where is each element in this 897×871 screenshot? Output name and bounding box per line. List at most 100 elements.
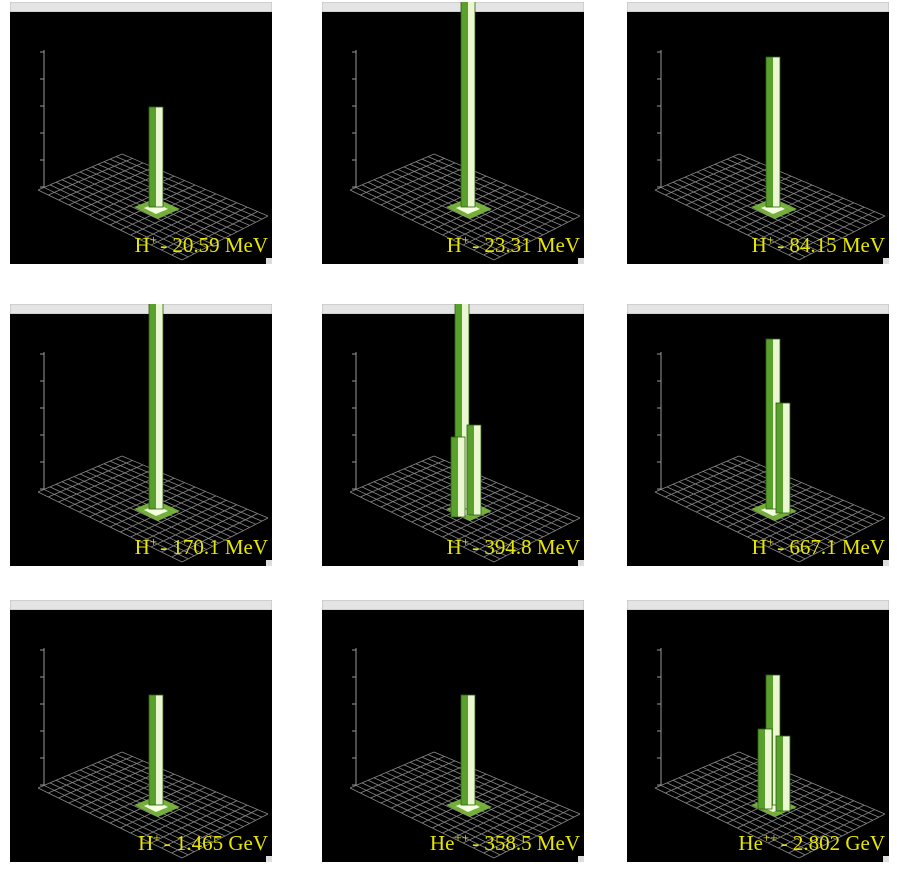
floor-line bbox=[462, 504, 549, 548]
floor-line bbox=[483, 513, 570, 558]
panel-label: H+ - 394.8 MeV bbox=[447, 534, 580, 559]
panel: H+ - 394.8 MeV bbox=[322, 304, 584, 566]
resize-grip bbox=[883, 856, 889, 862]
floor-line bbox=[403, 764, 550, 831]
bar-face bbox=[474, 425, 481, 515]
bar-face bbox=[461, 695, 468, 805]
bar-face bbox=[776, 403, 783, 513]
floor-line bbox=[798, 517, 886, 563]
floor-line bbox=[171, 809, 258, 854]
bar-face bbox=[149, 107, 156, 207]
bar-face bbox=[156, 107, 163, 207]
window-titlebar bbox=[322, 600, 584, 611]
bar-face bbox=[766, 57, 773, 207]
floor-line bbox=[757, 499, 844, 543]
bar-edge bbox=[757, 728, 773, 810]
bar-face bbox=[451, 437, 458, 517]
floor-line bbox=[91, 166, 238, 233]
floor-line bbox=[130, 791, 217, 834]
bar-edge bbox=[765, 56, 781, 208]
floor-line bbox=[738, 455, 886, 519]
energy: - 84.15 MeV bbox=[777, 233, 885, 257]
floor-line bbox=[181, 215, 269, 261]
bar-face bbox=[776, 736, 783, 811]
panel-label: H+ - 667.1 MeV bbox=[752, 534, 885, 559]
floor-line bbox=[97, 761, 244, 827]
particle: He bbox=[738, 831, 763, 855]
panel: H+ - 1.465 GeV bbox=[10, 600, 272, 862]
floor-line bbox=[473, 508, 560, 553]
floor-line bbox=[140, 795, 227, 839]
panel-label: He++ - 358.5 MeV bbox=[430, 830, 580, 855]
floor-line bbox=[181, 813, 269, 859]
panel-label: H+ - 170.1 MeV bbox=[135, 534, 268, 559]
panel-label: H+ - 84.15 MeV bbox=[752, 232, 885, 257]
floor-line bbox=[442, 791, 529, 834]
bar-edge bbox=[775, 735, 791, 812]
bar-edge bbox=[775, 402, 791, 514]
charge: + bbox=[767, 232, 774, 247]
bar-edge bbox=[460, 694, 476, 806]
floor-line bbox=[150, 800, 237, 844]
floor-line bbox=[97, 465, 244, 531]
floor-line bbox=[433, 153, 581, 217]
floor-line bbox=[757, 197, 844, 241]
plot-area bbox=[322, 12, 584, 264]
panel-label: H+ - 1.465 GeV bbox=[138, 830, 268, 855]
panel: H+ - 23.31 MeV bbox=[322, 2, 584, 264]
floor-line bbox=[109, 756, 256, 821]
plot-area bbox=[627, 12, 889, 264]
floor-line bbox=[97, 163, 244, 229]
floor-line bbox=[91, 764, 238, 831]
charge: + bbox=[462, 534, 469, 549]
floor-line bbox=[161, 804, 248, 849]
floor-line bbox=[421, 158, 568, 223]
floor-line bbox=[747, 193, 834, 236]
floor-line bbox=[415, 161, 562, 226]
charge: ++ bbox=[763, 830, 778, 845]
floor-line bbox=[403, 166, 550, 233]
floor-line bbox=[788, 211, 875, 256]
floor-line bbox=[181, 517, 269, 563]
bar-face bbox=[156, 695, 163, 805]
floor-line bbox=[483, 809, 570, 854]
plot-area bbox=[10, 314, 272, 566]
floor-line bbox=[409, 761, 556, 827]
floor-line bbox=[452, 795, 539, 839]
particle: H bbox=[447, 535, 462, 559]
floor-line bbox=[109, 158, 256, 223]
floor-line bbox=[462, 800, 549, 844]
floor-line bbox=[483, 211, 570, 256]
floor-line bbox=[720, 759, 867, 824]
resize-grip bbox=[578, 856, 584, 862]
floor-line bbox=[121, 751, 269, 815]
bar-face bbox=[773, 57, 780, 207]
window-titlebar bbox=[322, 304, 584, 315]
floor-line bbox=[738, 153, 886, 217]
bar-face bbox=[149, 304, 156, 509]
floor-line bbox=[130, 193, 217, 236]
panel: H+ - 84.15 MeV bbox=[627, 2, 889, 264]
floor-line bbox=[747, 495, 834, 538]
panel: H+ - 667.1 MeV bbox=[627, 304, 889, 566]
panel: H+ - 20.59 MeV bbox=[10, 2, 272, 264]
floor-line bbox=[462, 202, 549, 246]
bar-face bbox=[149, 695, 156, 805]
particle: H bbox=[752, 233, 767, 257]
floor-line bbox=[421, 756, 568, 821]
bar-face bbox=[758, 729, 765, 809]
floor-line bbox=[140, 197, 227, 241]
energy: - 667.1 MeV bbox=[777, 535, 885, 559]
floor-line bbox=[732, 156, 880, 220]
bar-edge bbox=[460, 2, 476, 208]
bar-edge bbox=[450, 436, 466, 518]
floor-line bbox=[493, 215, 581, 261]
charge: + bbox=[150, 232, 157, 247]
energy: - 20.59 MeV bbox=[160, 233, 268, 257]
window-titlebar bbox=[627, 600, 889, 611]
particle: H bbox=[135, 535, 150, 559]
panel: He++ - 2.802 GeV bbox=[627, 600, 889, 862]
floor-line bbox=[150, 504, 237, 548]
particle: He bbox=[430, 831, 455, 855]
floor-line bbox=[103, 463, 250, 528]
